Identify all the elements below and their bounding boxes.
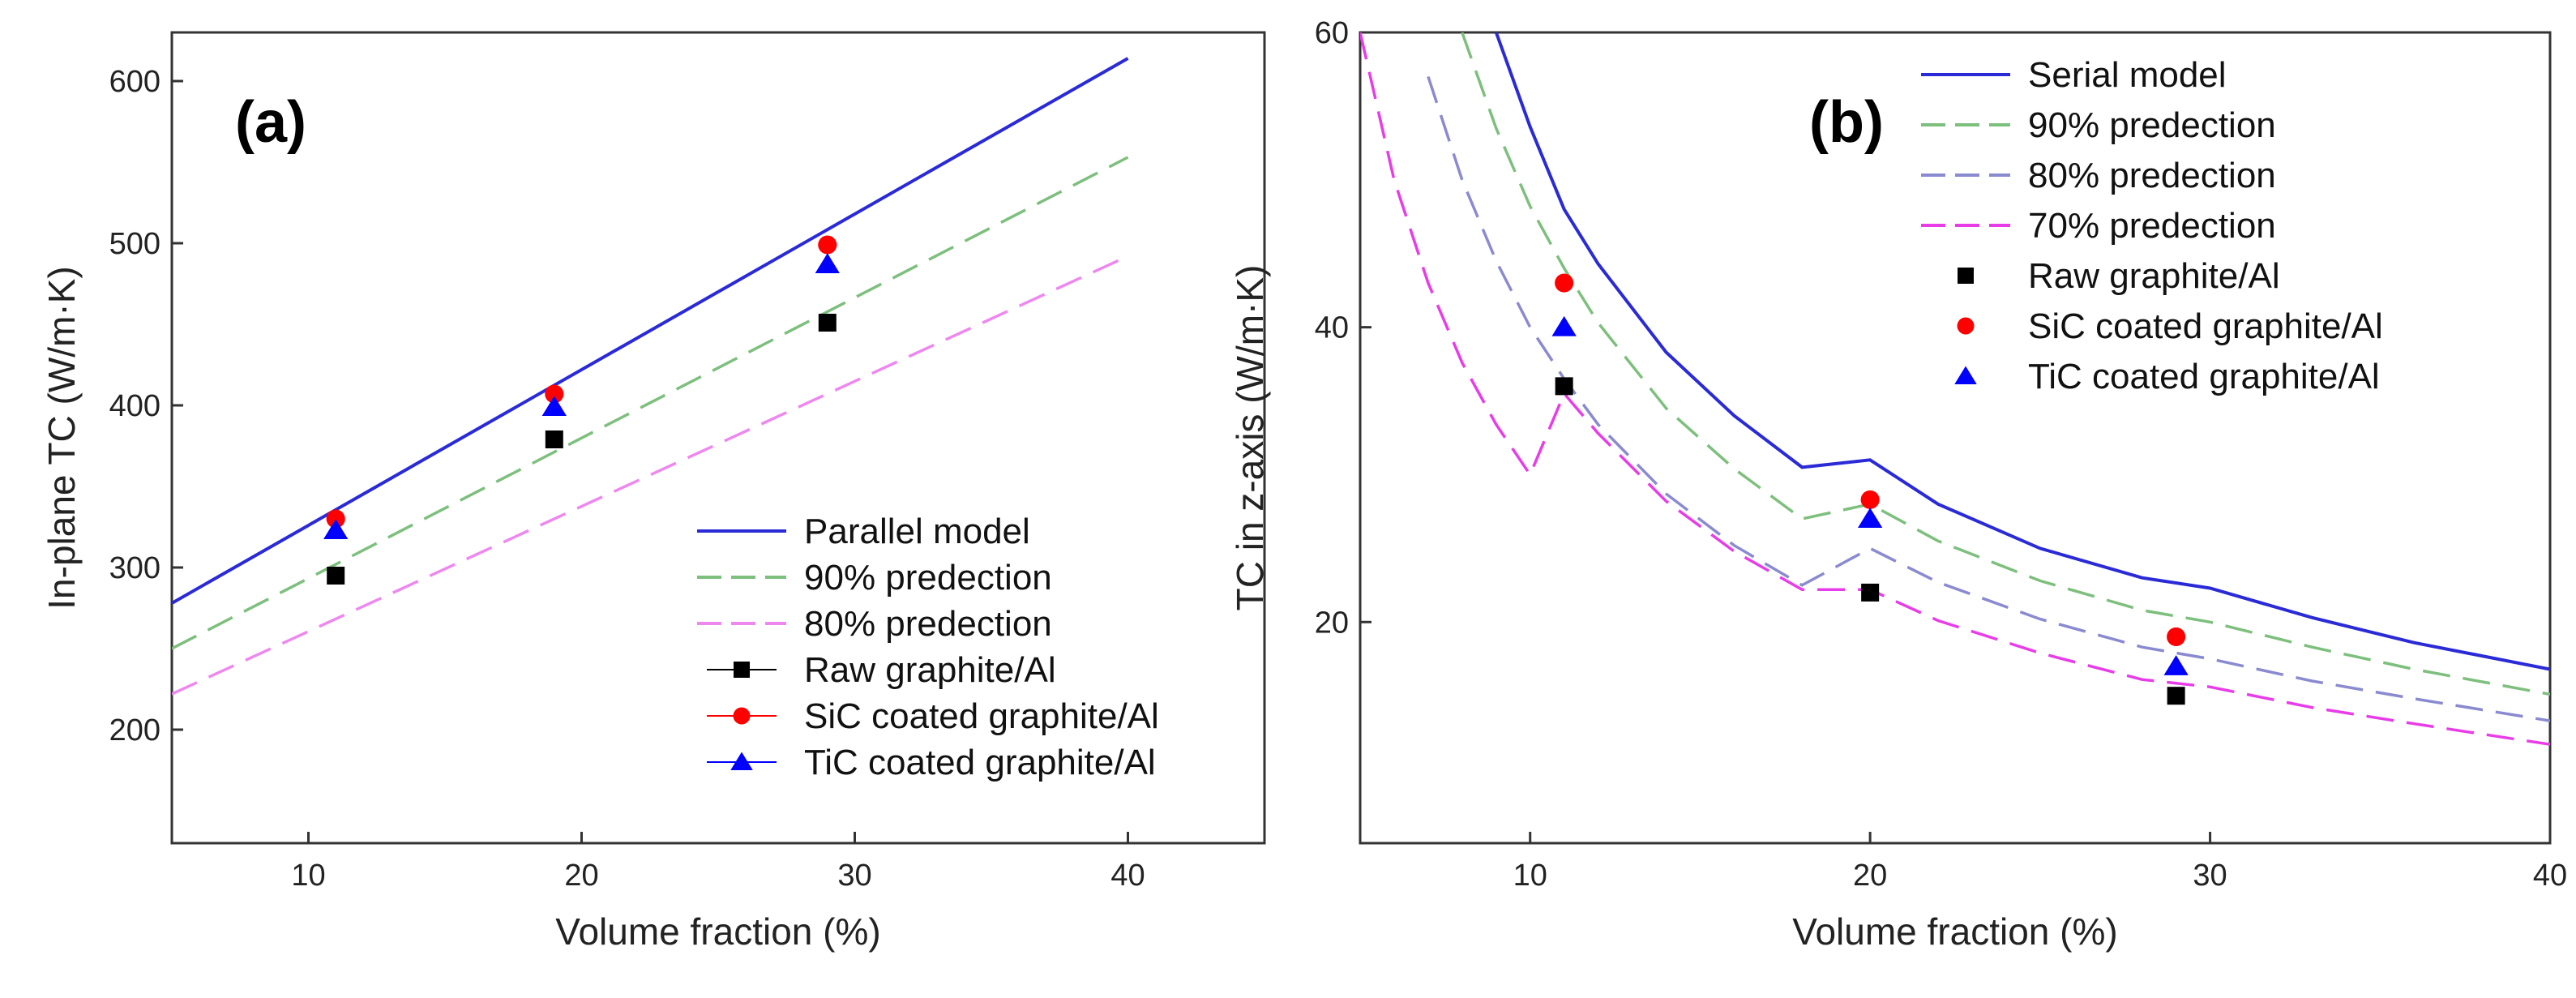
chart-a-plot-frame bbox=[170, 31, 1266, 845]
chart-b-plot-area bbox=[1360, 32, 2550, 746]
chart-b-panel-label: (b) bbox=[1809, 90, 1884, 155]
chart-b-series-line-2 bbox=[1427, 75, 2550, 722]
chart-b-point-triangle bbox=[1551, 315, 1577, 336]
chart-a-legend-marker bbox=[730, 752, 753, 770]
chart-a-point-square bbox=[327, 567, 345, 585]
chart-b-legend-marker bbox=[1957, 317, 1975, 335]
chart-b-y-tick-label: 60 bbox=[1315, 16, 1349, 50]
chart-a-point-circle bbox=[326, 509, 345, 529]
chart-panel-b: 10 20 30 40 20 40 60 Volume fraction (%) TC in z… bbox=[1229, 16, 2567, 953]
chart-b-x-tick-label: 40 bbox=[2533, 859, 2567, 893]
chart-b-y-tick-label: 40 bbox=[1315, 311, 1349, 345]
chart-a-plot-area bbox=[172, 57, 1129, 696]
chart-b-x-tick-label: 30 bbox=[2193, 859, 2227, 893]
chart-b-legend-marker bbox=[1954, 366, 1977, 384]
chart-a-y-axis-title: In-plane TC (W/m·K) bbox=[41, 266, 83, 609]
chart-a-point-circle bbox=[818, 235, 837, 255]
chart-b-legend-label: 90% predection bbox=[2028, 105, 2276, 145]
chart-a-x-tick-label: 10 bbox=[291, 859, 325, 893]
chart-b-legend-marker bbox=[1958, 268, 1974, 284]
chart-a-point-triangle bbox=[815, 253, 840, 273]
chart-a-y-tick-label: 600 bbox=[109, 65, 160, 99]
chart-b-legend-label: Raw graphite/Al bbox=[2028, 256, 2280, 296]
chart-a-legend-label: TiC coated graphite/Al bbox=[804, 743, 1156, 782]
chart-b-y-tick-label: 20 bbox=[1315, 606, 1349, 640]
chart-b-legend-label: 70% predection bbox=[2028, 206, 2276, 246]
chart-a-x-tick-label: 40 bbox=[1110, 859, 1145, 893]
chart-b-legend: Serial model 90% predection 80% predection… bbox=[1921, 55, 2383, 396]
chart-b-x-tick-label: 10 bbox=[1513, 859, 1547, 893]
chart-a-series-line-2 bbox=[172, 255, 1129, 696]
chart-b-point-circle bbox=[1860, 490, 1880, 509]
chart-b-legend-label: Serial model bbox=[2028, 55, 2227, 95]
chart-b-point-circle bbox=[2167, 627, 2186, 647]
chart-b-point-triangle bbox=[2163, 655, 2189, 675]
chart-a-panel-label: (a) bbox=[235, 90, 306, 155]
chart-b-series-line-1 bbox=[1461, 32, 2550, 696]
chart-b-plot-frame bbox=[1359, 31, 2552, 845]
chart-a-legend-label: Parallel model bbox=[804, 512, 1030, 551]
chart-b-point-circle bbox=[1555, 273, 1574, 293]
chart-a-legend-label: 90% predection bbox=[804, 558, 1052, 598]
chart-b-legend-label: TiC coated graphite/Al bbox=[2028, 357, 2380, 396]
chart-a-point-square bbox=[818, 314, 837, 332]
chart-a-point-square bbox=[545, 430, 563, 448]
chart-a-x-tick-label: 20 bbox=[564, 859, 598, 893]
chart-a-y-tick-label: 300 bbox=[109, 551, 160, 585]
chart-a-legend-label: SiC coated graphite/Al bbox=[804, 696, 1159, 736]
chart-b-legend-label: 80% predection bbox=[2028, 156, 2276, 195]
chart-b-y-axis-title: TC in z-axis (W/m·K) bbox=[1229, 265, 1271, 611]
chart-a-point-triangle bbox=[541, 396, 567, 416]
chart-b-point-square bbox=[2167, 687, 2185, 705]
chart-a-legend-marker bbox=[734, 662, 750, 678]
chart-a-point-triangle bbox=[323, 519, 349, 539]
chart-b-series-line-3 bbox=[1360, 32, 2550, 746]
chart-a-point-circle bbox=[545, 384, 564, 404]
chart-a-x-axis-title: Volume fraction (%) bbox=[555, 910, 880, 953]
chart-panel-a: 10 20 30 40 200 300 400 500 600 Volume fraction (… bbox=[41, 31, 1266, 953]
chart-b-series-line-0 bbox=[1494, 32, 2550, 671]
chart-b-legend-label: SiC coated graphite/Al bbox=[2028, 306, 2383, 346]
chart-b-point-triangle bbox=[1858, 508, 1883, 528]
chart-a-legend-label: 80% predection bbox=[804, 604, 1052, 644]
chart-a-legend-label: Raw graphite/Al bbox=[804, 650, 1056, 690]
chart-b-x-axis-title: Volume fraction (%) bbox=[1792, 910, 2117, 953]
chart-b-point-square bbox=[1861, 583, 1880, 602]
chart-b-x-tick-label: 20 bbox=[1853, 859, 1887, 893]
chart-a-y-tick-label: 200 bbox=[109, 713, 160, 747]
chart-a-y-tick-label: 500 bbox=[109, 227, 160, 261]
chart-a-legend: Parallel model 90% predection 80% predecti… bbox=[697, 512, 1159, 782]
chart-b-point-square bbox=[1555, 377, 1573, 396]
chart-a-y-tick-label: 400 bbox=[109, 389, 160, 423]
chart-a-x-tick-label: 30 bbox=[837, 859, 871, 893]
chart-a-legend-marker bbox=[733, 707, 751, 725]
